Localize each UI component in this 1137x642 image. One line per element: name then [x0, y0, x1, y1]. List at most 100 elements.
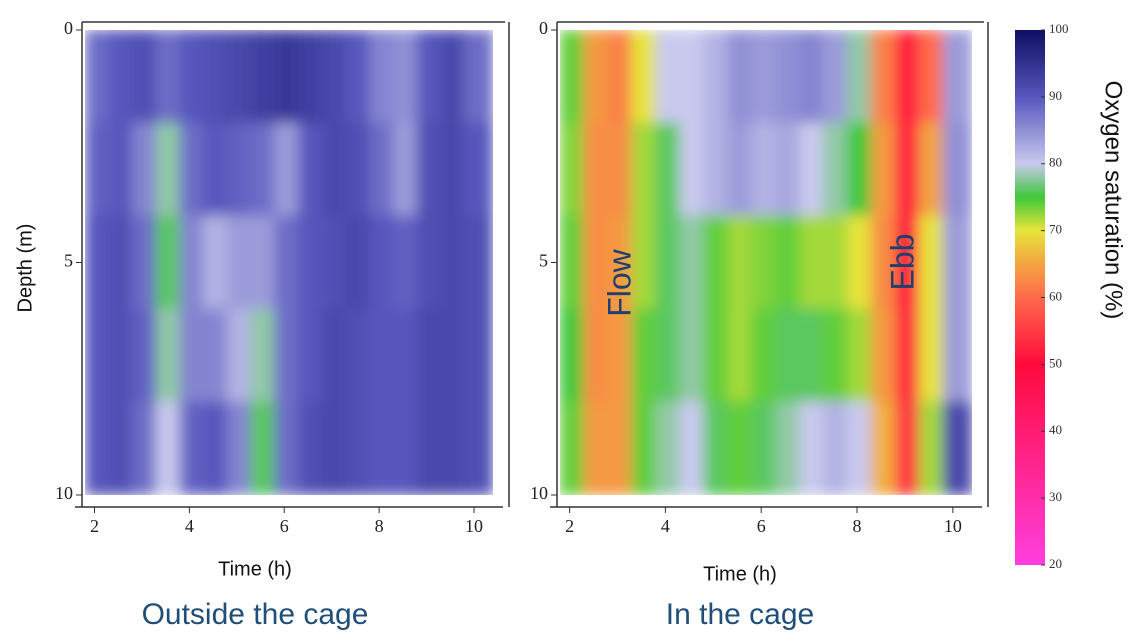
heatmap-cell [799, 308, 824, 403]
heatmap-cell [775, 401, 801, 495]
heatmap-cell [131, 308, 157, 403]
heatmap-cell [369, 215, 394, 310]
heatmap-cell [583, 122, 609, 217]
x-axis-label: Time (h) [703, 563, 777, 585]
heatmap-cell [179, 122, 205, 217]
colorbar-label: Oxygen saturation (%) [1100, 81, 1127, 320]
x-tick-label: 10 [944, 516, 962, 536]
y-tick-label: 10 [55, 483, 73, 503]
heatmap-cell [607, 30, 633, 124]
heatmap-cell [799, 401, 824, 495]
heatmap-cell [679, 401, 705, 495]
heatmap-cell [631, 308, 657, 403]
heatmap-cell [727, 30, 753, 124]
heatmap-cell [870, 30, 896, 124]
heatmap-cell [131, 122, 157, 217]
heatmap-cell [179, 30, 205, 124]
x-tick-label: 6 [280, 516, 289, 536]
heatmap-cell [297, 122, 323, 217]
heatmap-cell [464, 122, 493, 217]
heatmap-cell [464, 308, 493, 403]
heatmap-cell [274, 30, 299, 124]
x-axis-label: Time (h) [218, 558, 292, 580]
heatmap-cell [727, 308, 753, 403]
chart-title: In the cage [666, 598, 814, 631]
heatmap-cell [226, 308, 252, 403]
heatmap-cell [751, 308, 777, 403]
heatmap-cell [179, 215, 205, 310]
heatmap-cell [440, 122, 466, 217]
heatmap-cell [203, 30, 228, 124]
heatmap-cells [85, 30, 493, 495]
heatmap-cell [179, 401, 205, 495]
x-tick-label: 4 [185, 516, 194, 536]
heatmap-cell [250, 122, 276, 217]
x-tick-label: 2 [90, 516, 99, 536]
heatmap-cell [297, 215, 323, 310]
heatmap-cell [203, 308, 228, 403]
heatmap-cell [607, 122, 633, 217]
heatmap-cell [846, 30, 872, 124]
heatmap-cell [918, 401, 944, 495]
heatmap-cell [870, 122, 896, 217]
colorbar-tick-label: 90 [1049, 88, 1062, 103]
heatmap-cell [250, 30, 276, 124]
chart-title: Outside the cage [142, 598, 369, 631]
heatmap-cell [607, 215, 633, 310]
heatmap-cell [131, 30, 157, 124]
heatmap-cell [918, 122, 944, 217]
heatmap-cell [321, 30, 347, 124]
heatmap-cell [846, 122, 872, 217]
heatmap-cell [679, 30, 705, 124]
heatmap-cell [751, 122, 777, 217]
heatmap-cell [894, 122, 920, 217]
heatmap-cell [799, 122, 824, 217]
heatmap-cell [440, 308, 466, 403]
annotation: Flow [601, 248, 637, 316]
heatmap-cell [155, 215, 181, 310]
colorbar-tick-label: 40 [1049, 422, 1062, 437]
heatmap-cell [655, 122, 681, 217]
heatmap-cell [751, 30, 777, 124]
heatmap-cell [655, 215, 681, 310]
heatmap-cell [345, 215, 371, 310]
heatmap-cell [727, 122, 753, 217]
heatmap-cell [822, 401, 848, 495]
heatmap-cell [392, 30, 418, 124]
heatmap-cell [703, 215, 729, 310]
heatmap-cell [321, 401, 347, 495]
heatmap-cell [894, 308, 920, 403]
heatmap-cell [369, 122, 394, 217]
heatmap-cell [274, 401, 299, 495]
heatmap-cell [703, 308, 729, 403]
heatmap-cell [870, 401, 896, 495]
x-tick-label: 4 [661, 516, 670, 536]
heatmap-cell [560, 122, 585, 217]
heatmap-cell [679, 308, 705, 403]
heatmap-cell [560, 215, 585, 310]
heatmap-cell [203, 215, 228, 310]
heatmap-cell [655, 30, 681, 124]
heatmap-cell [942, 308, 972, 403]
colorbar-tick-label: 100 [1049, 21, 1069, 36]
y-tick-label: 0 [539, 18, 548, 38]
heatmap-cell [392, 122, 418, 217]
colorbar-tick-label: 60 [1049, 288, 1062, 303]
heatmap-cell [775, 215, 801, 310]
heatmap-cell [203, 401, 228, 495]
heatmap-cell [369, 401, 394, 495]
heatmap-cell [583, 215, 609, 310]
colorbar-tick-label: 20 [1049, 556, 1062, 571]
colorbar-tick-label: 30 [1049, 489, 1062, 504]
heatmap-cell [369, 308, 394, 403]
heatmap-cell [321, 122, 347, 217]
heatmap-cell [108, 122, 133, 217]
heatmap-cell [894, 215, 920, 310]
heatmap-cell [655, 308, 681, 403]
heatmap-cell [727, 401, 753, 495]
heatmap-cell [822, 30, 848, 124]
heatmap-cell [775, 30, 801, 124]
heatmap-cell [179, 308, 205, 403]
heatmap-cell [918, 215, 944, 310]
colorbar-tick-label: 70 [1049, 222, 1062, 237]
